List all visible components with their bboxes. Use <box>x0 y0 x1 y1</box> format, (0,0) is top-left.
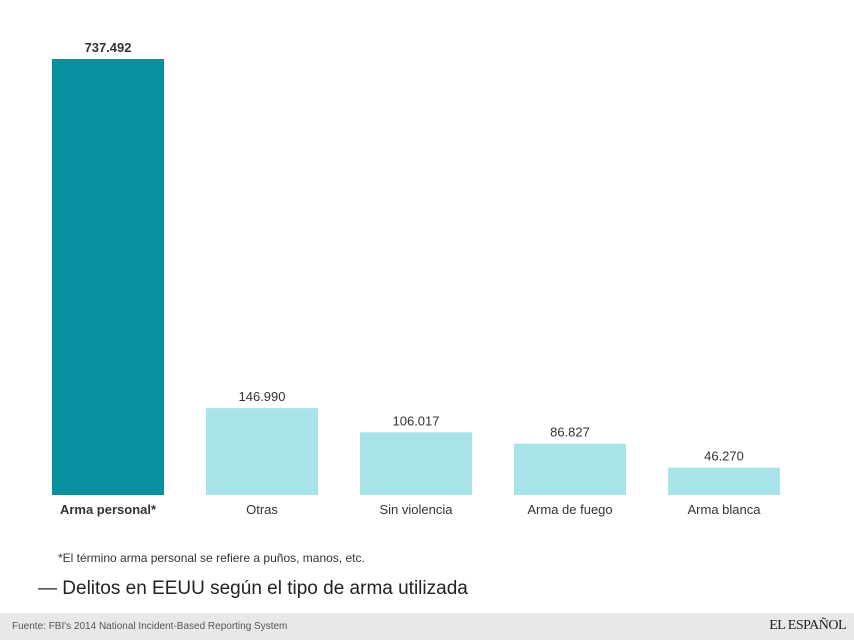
value-label: 46.270 <box>704 449 744 464</box>
value-label: 86.827 <box>550 425 590 440</box>
value-label: 146.990 <box>239 389 286 404</box>
bar-1 <box>206 408 318 495</box>
category-label: Arma de fuego <box>527 502 612 517</box>
source-text: Fuente: FBI's 2014 National Incident-Bas… <box>12 621 288 632</box>
value-label: 106.017 <box>393 413 440 428</box>
bar-4 <box>668 467 780 495</box>
category-label: Sin violencia <box>380 502 454 517</box>
category-label: Otras <box>246 502 278 517</box>
bar-0 <box>52 59 164 495</box>
bar-3 <box>514 443 626 495</box>
category-label: Arma blanca <box>688 502 762 517</box>
chart-title: — Delitos en EEUU según el tipo de arma … <box>38 578 468 599</box>
category-label: Arma personal* <box>60 502 157 517</box>
footer-bar: Fuente: FBI's 2014 National Incident-Bas… <box>0 613 854 640</box>
el-espanol-logo: EL ESPAÑOL <box>769 618 846 633</box>
bar-chart: 737.492 Arma personal* 146.990 Otras 106.017… <box>52 40 780 517</box>
value-label: 737.492 <box>85 40 132 55</box>
bar-2 <box>360 432 472 495</box>
footnote: *El término arma personal se refiere a p… <box>58 551 365 565</box>
